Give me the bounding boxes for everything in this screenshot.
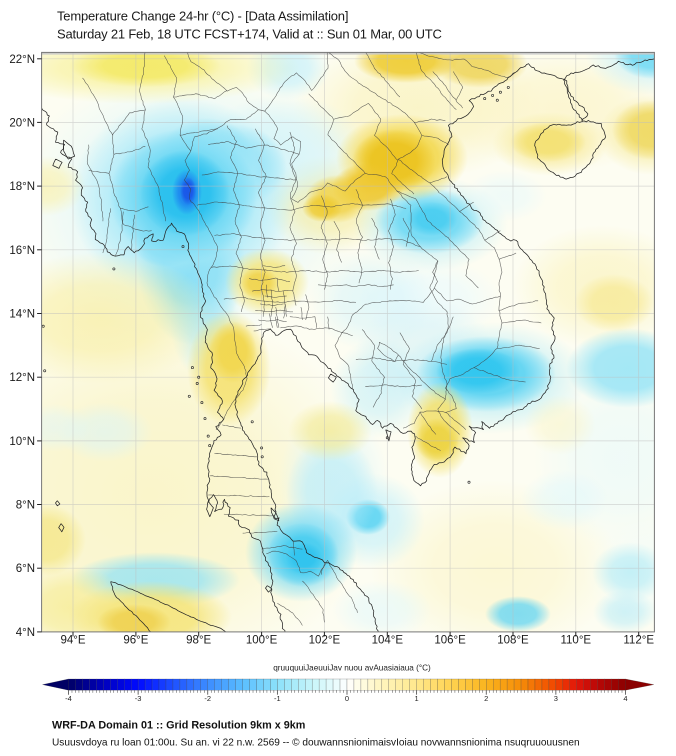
svg-text:18°N: 18°N [9, 181, 35, 193]
svg-text:98°E: 98°E [186, 635, 211, 647]
svg-text:108°E: 108°E [497, 635, 529, 647]
svg-text:-4: -4 [65, 694, 72, 703]
svg-text:0: 0 [345, 694, 349, 703]
svg-text:3: 3 [554, 694, 558, 703]
svg-text:8°N: 8°N [16, 500, 35, 512]
svg-text:96°E: 96°E [123, 635, 148, 647]
svg-text:110°E: 110°E [560, 635, 591, 647]
svg-text:-3: -3 [135, 694, 142, 703]
svg-text:102°E: 102°E [309, 635, 341, 647]
svg-text:10°N: 10°N [9, 436, 35, 448]
svg-text:6°N: 6°N [16, 563, 35, 575]
svg-text:-1: -1 [274, 694, 281, 703]
svg-text:104°E: 104°E [372, 635, 404, 647]
svg-text:4: 4 [623, 694, 627, 703]
svg-text:14°N: 14°N [9, 309, 35, 321]
svg-text:22°N: 22°N [9, 54, 35, 66]
svg-text:112°E: 112°E [623, 635, 654, 647]
svg-text:2: 2 [484, 694, 488, 703]
svg-text:94°E: 94°E [60, 635, 85, 647]
svg-text:106°E: 106°E [434, 635, 466, 647]
svg-text:20°N: 20°N [9, 117, 35, 129]
svg-text:100°E: 100°E [246, 635, 278, 647]
svg-text:12°N: 12°N [9, 372, 35, 384]
svg-text:Saturday 21 Feb, 18 UTC FCST+1: Saturday 21 Feb, 18 UTC FCST+174, Valid … [57, 26, 442, 41]
svg-text:qruuquuiJaeuuiJav nuou avAuasi: qruuquuiJaeuuiJav nuou avAuasiaiaua (°C) [273, 664, 431, 673]
svg-text:4°N: 4°N [16, 627, 35, 639]
svg-text:1: 1 [415, 694, 419, 703]
svg-text:Temperature Change 24-hr (°C): Temperature Change 24-hr (°C) - [Data As… [57, 8, 348, 23]
svg-text:WRF-DA Domain 01 :: Grid Resol: WRF-DA Domain 01 :: Grid Resolution 9km … [52, 720, 305, 732]
svg-text:-2: -2 [204, 694, 211, 703]
svg-text:Usuusvdoya ru loan 01:00u. Su: Usuusvdoya ru loan 01:00u. Su an. vi 22 … [52, 738, 580, 749]
svg-text:16°N: 16°N [9, 245, 35, 257]
